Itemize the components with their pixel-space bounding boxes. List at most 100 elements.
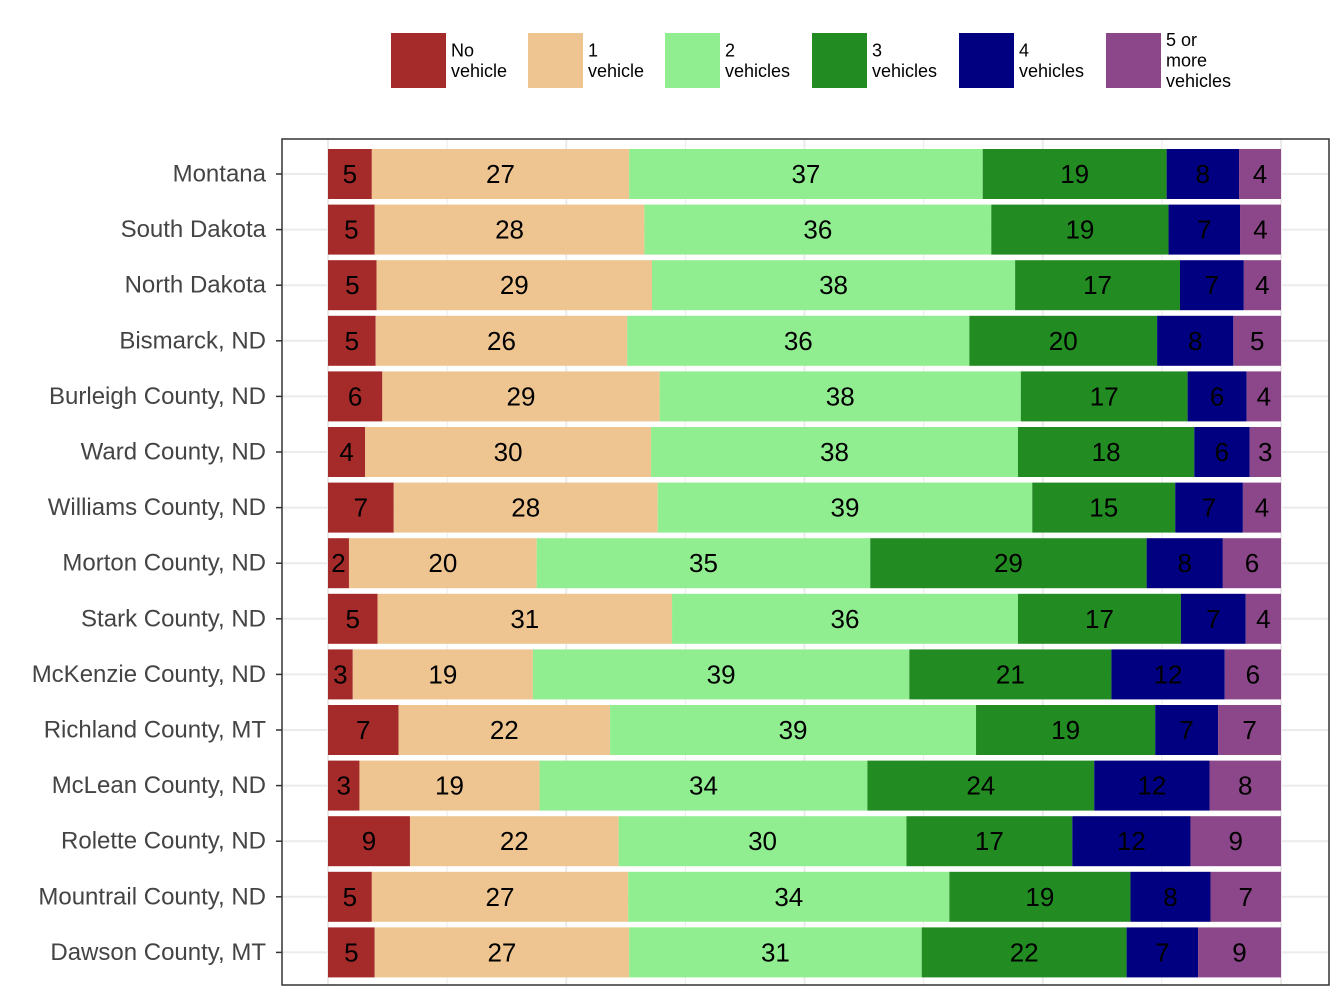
- bar-value-label: 27: [486, 159, 515, 189]
- legend-key: [528, 33, 583, 88]
- bar-value-label: 6: [1215, 437, 1229, 467]
- legend-label: vehicle: [588, 61, 644, 81]
- y-tick-label: North Dakota: [125, 272, 267, 299]
- bar-segment-6-row-13: [1190, 816, 1281, 867]
- y-tick-label: Morton County, ND: [62, 550, 266, 577]
- bar-segment-3-row-4: [627, 315, 970, 366]
- bar-segment-4-row-8: [870, 538, 1147, 589]
- bar-segment-6-row-9: [1245, 593, 1281, 644]
- bar-value-label: 5: [343, 159, 357, 189]
- legend-label: 3: [872, 40, 882, 60]
- bar-value-label: 17: [1090, 381, 1119, 411]
- bar-segment-4-row-15: [921, 927, 1127, 978]
- bar-segment-4-row-13: [906, 816, 1073, 867]
- bar-value-label: 19: [1060, 159, 1089, 189]
- bar-value-label: 4: [1257, 381, 1271, 411]
- bar-segment-2-row-14: [371, 871, 629, 922]
- bar-value-label: 7: [1197, 215, 1211, 245]
- bar-value-label: 7: [1202, 493, 1216, 523]
- bar-value-label: 3: [1258, 437, 1272, 467]
- bar-value-label: 17: [975, 826, 1004, 856]
- y-tick-label: Williams County, ND: [48, 494, 266, 521]
- bar-segment-3-row-7: [657, 482, 1033, 533]
- bar-value-label: 7: [1179, 715, 1193, 745]
- bar-value-label: 5: [343, 882, 357, 912]
- bar-value-label: 27: [487, 937, 516, 967]
- legend-label: vehicles: [1019, 61, 1084, 81]
- bar-value-label: 7: [354, 493, 368, 523]
- y-tick-label: Stark County, ND: [81, 605, 266, 632]
- bar-segment-2-row-5: [382, 371, 660, 422]
- bar-segment-5-row-9: [1180, 593, 1246, 644]
- legend-key: [665, 33, 720, 88]
- bar-value-label: 19: [1051, 715, 1080, 745]
- bar-segment-3-row-13: [618, 816, 907, 867]
- bar-value-label: 31: [761, 937, 790, 967]
- bar-value-label: 4: [1253, 159, 1267, 189]
- legend-key: [959, 33, 1014, 88]
- bar-segment-5-row-1: [1166, 149, 1240, 199]
- legend-key: [391, 33, 446, 88]
- bar-value-label: 9: [362, 826, 376, 856]
- bar-segment-5-row-5: [1187, 371, 1247, 422]
- bar-segment-6-row-2: [1240, 204, 1281, 255]
- bar-value-label: 22: [500, 826, 529, 856]
- bar-segment-6-row-12: [1209, 760, 1281, 811]
- bar-value-label: 7: [1205, 270, 1219, 300]
- legend-key: [1106, 33, 1161, 88]
- bar-value-label: 15: [1089, 493, 1118, 523]
- bar-value-label: 6: [348, 381, 362, 411]
- bar-segment-1-row-5: [328, 371, 383, 422]
- bar-segment-4-row-12: [867, 760, 1095, 811]
- bar-segment-5-row-14: [1130, 871, 1211, 922]
- bar-value-label: 3: [333, 659, 347, 689]
- bar-segment-2-row-4: [375, 315, 628, 366]
- bar-segment-5-row-8: [1146, 538, 1223, 589]
- bar-value-label: 20: [1049, 326, 1078, 356]
- bar-segment-2-row-9: [377, 593, 673, 644]
- bar-value-label: 17: [1083, 270, 1112, 300]
- bar-segment-2-row-3: [376, 260, 653, 311]
- bar-segment-2-row-8: [348, 538, 537, 589]
- y-tick-label: McKenzie County, ND: [32, 661, 266, 688]
- bar-segment-1-row-11: [328, 705, 399, 755]
- y-tick-label: Dawson County, MT: [50, 939, 266, 966]
- bar-value-label: 6: [1210, 381, 1224, 411]
- bar-segment-4-row-2: [991, 204, 1169, 255]
- y-tick-label: Montana: [173, 161, 267, 188]
- legend-label: No: [451, 40, 474, 60]
- bar-segment-2-row-11: [398, 705, 611, 755]
- bar-segment-1-row-12: [328, 760, 360, 811]
- bar-value-label: 4: [1255, 270, 1269, 300]
- bar-segment-6-row-11: [1218, 705, 1281, 755]
- bar-segment-6-row-7: [1242, 482, 1281, 533]
- bar-segment-4-row-10: [909, 649, 1112, 700]
- bar-segment-2-row-7: [393, 482, 658, 533]
- bar-segment-3-row-3: [652, 260, 1016, 311]
- y-tick-label: Burleigh County, ND: [49, 383, 266, 410]
- bar-value-label: 22: [1010, 937, 1039, 967]
- bar-segment-6-row-10: [1224, 649, 1281, 700]
- bar-segment-5-row-12: [1094, 760, 1210, 811]
- bar-segment-5-row-10: [1111, 649, 1225, 700]
- bar-segment-4-row-9: [1017, 593, 1181, 644]
- legend-label: 4: [1019, 40, 1029, 60]
- bar-value-label: 36: [803, 215, 832, 245]
- bar-segment-4-row-5: [1020, 371, 1188, 422]
- bar-segment-1-row-9: [328, 593, 378, 644]
- bar-value-label: 5: [346, 604, 360, 634]
- plot-border: [281, 138, 1330, 986]
- bar-value-label: 24: [966, 771, 995, 801]
- bar-segment-6-row-8: [1222, 538, 1281, 589]
- bar-value-label: 4: [1256, 604, 1270, 634]
- bar-value-label: 19: [1065, 215, 1094, 245]
- bar-segment-6-row-1: [1239, 149, 1281, 199]
- bar-value-label: 38: [819, 270, 848, 300]
- bar-segment-1-row-13: [328, 816, 410, 867]
- bar-segment-4-row-4: [969, 315, 1158, 366]
